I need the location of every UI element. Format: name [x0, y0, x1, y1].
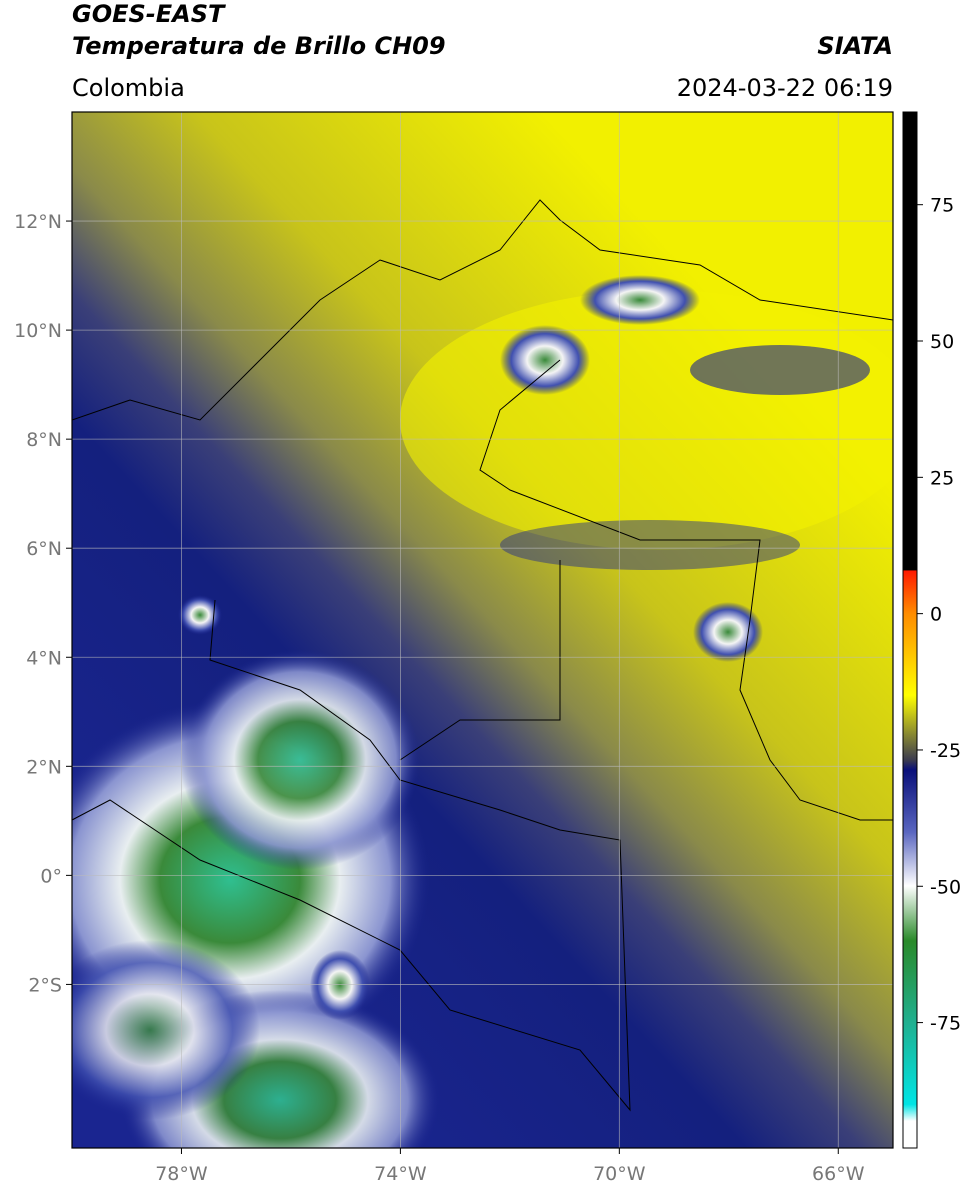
colorbar-tick-label: 25 — [930, 467, 954, 489]
colorbar-tick-label: -50 — [930, 876, 961, 898]
y-tick-label: 0° — [40, 865, 62, 887]
y-tick-label: 4°N — [26, 647, 62, 669]
colorbar-tick-label: -75 — [930, 1013, 961, 1035]
datetime-label: 2024-03-22 06:19 — [677, 74, 893, 102]
map-frame — [71, 111, 894, 1149]
x-tick-label: 78°W — [155, 1163, 208, 1185]
satellite-name: GOES-EAST — [72, 0, 226, 28]
colorbar-tick-label: 0 — [930, 604, 942, 626]
region-label: Colombia — [72, 74, 185, 102]
colorbar-tick-label: -25 — [930, 740, 961, 762]
satellite-image — [72, 112, 893, 1148]
x-tick-label: 66°W — [812, 1163, 865, 1185]
source-label: SIATA — [817, 32, 893, 60]
y-tick-label: 2°N — [26, 756, 62, 778]
grid — [72, 112, 893, 1148]
x-tick-label: 70°W — [593, 1163, 646, 1185]
colorbar-tick-label: 75 — [930, 195, 954, 217]
y-tick-label: 10°N — [14, 320, 62, 342]
y-tick-label: 8°N — [26, 429, 62, 451]
colorbar-tick-label: 50 — [930, 331, 954, 353]
x-tick-label: 74°W — [374, 1163, 427, 1185]
product-title: Temperatura de Brillo CH09 — [72, 32, 446, 60]
y-tick-label: 12°N — [14, 211, 62, 233]
y-tick-label: 6°N — [26, 538, 62, 560]
y-tick-label: 2°S — [28, 974, 62, 996]
colorbar — [902, 111, 918, 1149]
